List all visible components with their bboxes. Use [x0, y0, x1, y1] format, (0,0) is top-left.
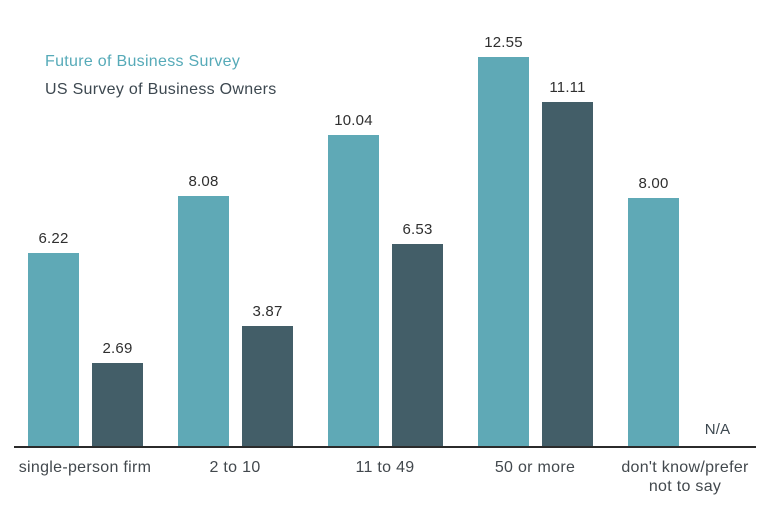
bar-slot: 6.22 — [28, 230, 79, 446]
bar-future-of-business-survey — [628, 198, 679, 446]
bar-value-label: 12.55 — [484, 34, 523, 51]
x-axis-category-label: single-person firm — [18, 459, 152, 476]
x-axis-category-label: don't know/prefer not to say — [621, 459, 749, 495]
bar-value-label: 6.53 — [402, 221, 433, 238]
bar-group: 10.04 6.53 — [328, 112, 443, 446]
legend-item-us-survey-of-business-owners: US Survey of Business Owners — [45, 81, 277, 98]
bar-value-label: 6.22 — [38, 230, 69, 247]
legend-item-future-of-business-survey: Future of Business Survey — [45, 53, 241, 70]
x-axis-labels: single-person firm 2 to 10 11 to 49 50 or m… — [10, 458, 760, 496]
bar-future-of-business-survey — [328, 135, 379, 446]
bar-future-of-business-survey — [478, 57, 529, 446]
bar-group: 8.08 3.87 — [178, 173, 293, 446]
bar-slot: 10.04 — [328, 112, 379, 446]
bar-value-label: 8.08 — [188, 173, 219, 190]
bar-future-of-business-survey — [28, 253, 79, 446]
x-axis-category-label: 11 to 49 — [355, 459, 415, 476]
bar-slot: 2.69 — [92, 340, 143, 446]
bar-slot: 8.08 — [178, 173, 229, 446]
bar-value-label: 3.87 — [252, 303, 283, 320]
bar-value-label: 11.11 — [549, 79, 586, 96]
bar-us-survey-of-business-owners — [242, 326, 293, 446]
bar-group: 8.00 N/A — [628, 175, 743, 446]
bar-slot: 8.00 — [628, 175, 679, 446]
bar-future-of-business-survey — [178, 196, 229, 446]
bar-group: 12.55 11.11 — [478, 34, 593, 446]
bar-us-survey-of-business-owners — [92, 363, 143, 446]
bar-us-survey-of-business-owners — [392, 244, 443, 446]
bar-us-survey-of-business-owners — [542, 102, 593, 446]
x-axis-category-label: 50 or more — [494, 459, 576, 476]
plot-area: 6.22 2.69 8.08 3.87 10.04 6.53 12.55 11.11 8.00 N… — [28, 0, 743, 446]
bar-slot: 6.53 — [392, 221, 443, 446]
bar-slot: 11.11 — [542, 79, 593, 446]
bar-slot: N/A — [692, 421, 743, 446]
bar-slot: 3.87 — [242, 303, 293, 446]
bar-value-label: 2.69 — [102, 340, 133, 357]
x-axis-line — [14, 446, 756, 448]
x-axis-category-label: 2 to 10 — [209, 459, 261, 476]
missing-value-label: N/A — [704, 421, 731, 438]
bar-group: 6.22 2.69 — [28, 230, 143, 446]
bar-value-label: 8.00 — [638, 175, 669, 192]
bar-value-label: 10.04 — [334, 112, 373, 129]
bar-slot: 12.55 — [478, 34, 529, 446]
legend: Future of Business Survey US Survey of B… — [45, 52, 277, 108]
